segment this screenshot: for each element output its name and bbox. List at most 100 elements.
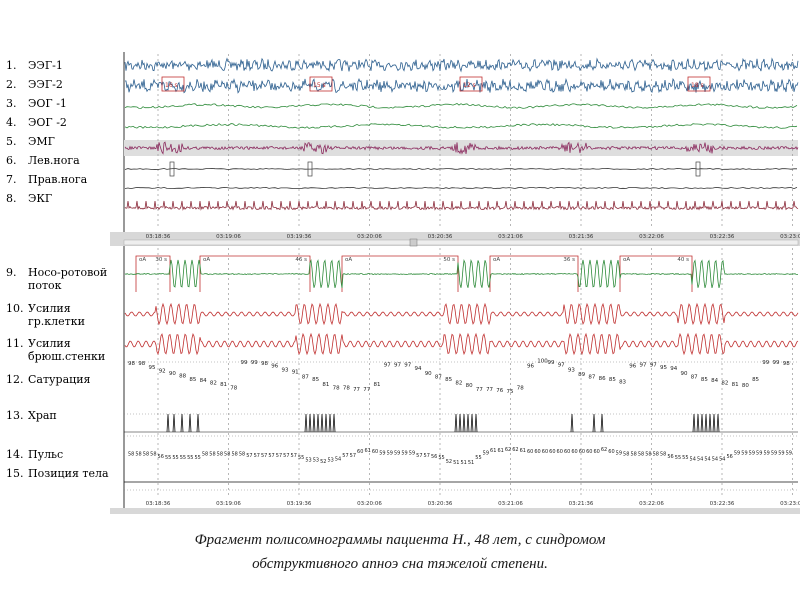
pulse-value: 59	[749, 450, 755, 456]
saturation-value: 81	[732, 382, 739, 388]
pulse-value: 59	[786, 450, 792, 456]
pulse-value: 57	[424, 453, 430, 459]
polysomnogram-screen: 16 s 15 s 12 s 18 s 03:18:36 03:19:06 03:19:36…	[110, 52, 800, 514]
channel-label-emg: 5. ЭМГ	[6, 135, 55, 148]
arousal-duration-label: 16 s	[165, 82, 178, 89]
pulse-value: 54	[697, 456, 703, 462]
top-time-label: 03:19:36	[287, 234, 312, 240]
bottom-time-label: 03:22:06	[639, 501, 664, 507]
saturation-value: 84	[200, 378, 207, 384]
saturation-value: 95	[148, 365, 155, 371]
saturation-value: 98	[261, 361, 268, 367]
snore-spike	[474, 413, 478, 433]
pulse-value: 55	[475, 455, 481, 461]
apnea-start-label: oA	[493, 257, 500, 263]
pulse-value: 55	[180, 455, 186, 461]
saturation-value: 81	[374, 382, 381, 388]
top-time-label: 03:23:06	[780, 234, 800, 240]
pulse-value: 62	[601, 447, 607, 453]
bottom-time-label: 03:19:36	[287, 501, 312, 507]
apnea-start-label: oA	[623, 257, 630, 263]
snore-spike	[704, 413, 708, 433]
saturation-value: 77	[486, 387, 493, 393]
saturation-value: 82	[210, 381, 217, 387]
channel-label-left-leg: 6. Лев.нога	[6, 154, 80, 167]
saturation-value: 86	[599, 376, 606, 382]
leg-movement-marker	[169, 161, 175, 177]
snore-spike	[320, 413, 324, 433]
channel-label-saturation: 12. Сатурация	[6, 373, 91, 386]
saturation-value: 80	[466, 383, 473, 389]
saturation-value: 92	[159, 368, 166, 374]
channel-label-eog2: 4. ЭОГ -2	[6, 116, 67, 129]
eeg2-trace	[124, 78, 799, 94]
snore-spike	[324, 413, 328, 433]
pulse-value: 60	[608, 449, 614, 455]
saturation-value: 85	[189, 377, 196, 383]
saturation-value: 98	[138, 361, 145, 367]
saturation-value: 85	[701, 377, 708, 383]
pulse-value: 60	[549, 449, 555, 455]
arousal-box	[459, 76, 483, 92]
leg-movement-marker	[307, 161, 313, 177]
pulse-value: 62	[512, 447, 518, 453]
saturation-value: 99	[241, 360, 248, 366]
saturation-value: 99	[773, 360, 780, 366]
saturation-value: 97	[558, 362, 565, 368]
snore-spike	[332, 413, 336, 433]
pulse-value: 56	[667, 454, 673, 460]
pulse-value: 62	[505, 447, 511, 453]
bottom-time-label: 03:20:06	[357, 501, 382, 507]
bottom-panel	[110, 246, 800, 508]
pulse-value: 56	[431, 454, 437, 460]
saturation-value: 100	[537, 359, 548, 365]
abdomen-effort-trace	[124, 332, 799, 356]
channel-label-pulse: 14. Пульс	[6, 448, 64, 461]
saturation-value: 76	[496, 388, 503, 394]
saturation-value: 77	[353, 387, 360, 393]
pulse-value: 59	[778, 450, 784, 456]
pulse-value: 57	[268, 453, 274, 459]
arousal-duration-label: 18 s	[691, 82, 704, 89]
pulse-value: 60	[594, 449, 600, 455]
saturation-value: 96	[527, 364, 534, 370]
pulse-value: 58	[217, 452, 223, 458]
snore-spike	[470, 413, 474, 433]
snore-spike	[166, 413, 170, 433]
pulse-value: 60	[579, 449, 585, 455]
saturation-value: 87	[588, 375, 595, 381]
saturation-value: 97	[394, 362, 401, 368]
pulse-value: 57	[291, 453, 297, 459]
saturation-value: 87	[691, 375, 698, 381]
emg-trace	[124, 141, 799, 155]
channel-label-abdomen-effort: 11. Усилия брюш.стенки	[6, 337, 106, 363]
apnea-start-label: oA	[203, 257, 210, 263]
pulse-value: 59	[409, 450, 415, 456]
saturation-value: 78	[343, 386, 350, 392]
saturation-value: 93	[568, 367, 575, 373]
bottom-time-label: 03:20:36	[428, 501, 453, 507]
pulse-value: 58	[209, 452, 215, 458]
saturation-value: 88	[179, 373, 186, 379]
saturation-value: 90	[169, 371, 176, 377]
channel-label-right-leg: 7. Прав.нога	[6, 173, 88, 186]
pulse-value: 60	[542, 449, 548, 455]
pulse-value: 51	[468, 460, 474, 466]
arousal-box	[161, 76, 185, 92]
snore-spike	[304, 413, 308, 433]
snore-spike	[570, 413, 574, 433]
saturation-value: 90	[425, 371, 432, 377]
pulse-value: 56	[158, 454, 164, 460]
saturation-value: 97	[650, 362, 657, 368]
pulse-value: 60	[557, 449, 563, 455]
saturation-value: 82	[455, 381, 462, 387]
pulse-value: 58	[231, 452, 237, 458]
pulse-value: 57	[254, 453, 260, 459]
pulse-value: 60	[534, 449, 540, 455]
pulse-value: 61	[490, 448, 496, 454]
scrollbar-thumb[interactable]	[409, 238, 418, 247]
snore-spike	[708, 413, 712, 433]
pulse-value: 58	[135, 452, 141, 458]
pulse-value: 59	[734, 450, 740, 456]
pulse-value: 58	[239, 452, 245, 458]
